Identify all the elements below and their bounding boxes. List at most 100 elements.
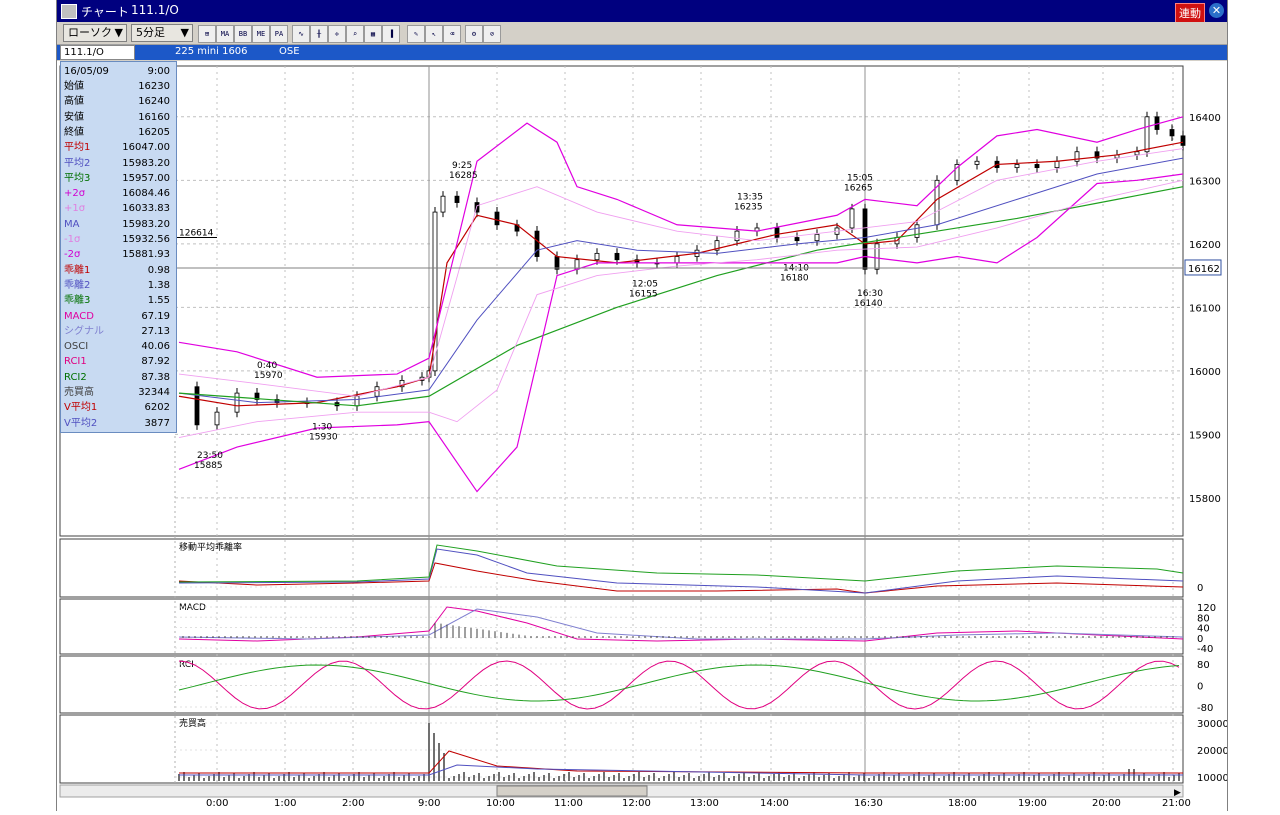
annotation-time: 13:35: [737, 193, 763, 203]
data-row-label: RCI2: [64, 371, 87, 383]
signal-line: [178, 608, 1184, 640]
cursor-icon[interactable]: ↖: [425, 25, 443, 43]
data-row: +1σ 16033.83: [64, 201, 172, 216]
me-button[interactable]: ME: [252, 25, 270, 43]
data-row-value: 16160: [138, 111, 170, 123]
price-chart[interactable]: 16400 16300 16200 16100 16000 15900 15800 0:00 1…: [57, 61, 1229, 811]
window-symbol-title: 111.1/O: [131, 3, 179, 17]
data-row: 平均3 15957.00: [64, 171, 172, 186]
pen-icon[interactable]: ✎: [407, 25, 425, 43]
deviation-line-1: [178, 562, 1184, 594]
data-row-value: 16205: [138, 126, 170, 138]
data-row-value: 67.19: [141, 310, 170, 322]
candle: [534, 230, 540, 257]
data-time: 9:00: [147, 66, 170, 77]
data-row-label: 平均3: [64, 172, 91, 184]
subpanel-tick-label: -80: [1197, 703, 1213, 714]
candle: [354, 395, 360, 407]
interval-value: 5分足: [136, 26, 165, 39]
annotation-time: 1:30: [312, 422, 332, 432]
ma3-line: [178, 186, 1184, 407]
volume-ma1: [179, 750, 1183, 774]
data-row-value: 87.38: [141, 371, 170, 383]
pa-button[interactable]: PA: [270, 25, 288, 43]
data-row-label: RCI1: [64, 356, 87, 368]
chart-type-select[interactable]: ローソク ▼: [63, 24, 127, 42]
data-row-value: 15983.20: [122, 218, 170, 230]
annotation-time: 12:05: [632, 279, 658, 289]
volume-ma2: [179, 764, 1183, 776]
hierarchy-icon[interactable]: ⊞: [198, 25, 216, 43]
grid-icon[interactable]: ▦: [364, 25, 382, 43]
subpanel-tick-label: 0: [1197, 634, 1203, 645]
x-tick-label: 2:00: [342, 798, 364, 809]
ma-button[interactable]: MA: [216, 25, 234, 43]
ma2-line: [178, 157, 1184, 404]
annotation-price: 15930: [309, 432, 338, 442]
data-row-label: シグナル: [64, 325, 104, 337]
instrument-name: 225 mini 1606: [175, 46, 248, 57]
bars-icon[interactable]: ▐: [382, 25, 400, 43]
data-row-label: 平均1: [64, 142, 91, 154]
data-row-value: 1.55: [147, 295, 170, 307]
data-row-label: 高値: [64, 96, 84, 108]
candle: [954, 164, 960, 181]
data-row: シグナル 27.13: [64, 324, 172, 339]
candle: [440, 195, 446, 213]
data-row: -1σ 15932.56: [64, 232, 172, 247]
data-row-label: OSCI: [64, 341, 89, 353]
cross-icon[interactable]: ✛: [328, 25, 346, 43]
data-row-label: 終値: [64, 126, 84, 138]
candle: [1144, 116, 1150, 153]
data-row-label: 安値: [64, 111, 84, 123]
data-row: 始値 16230: [64, 79, 172, 94]
chart-area[interactable]: 16400 16300 16200 16100 16000 15900 15800 0:00 1…: [57, 61, 1229, 811]
annotation-time: 14:10: [783, 264, 809, 274]
subpanel-tick-label: 30000: [1197, 719, 1227, 730]
subpanel-title: 移動平均乖離率: [179, 541, 242, 553]
exchange-name: OSE: [279, 46, 300, 57]
sync-button[interactable]: 連動: [1175, 3, 1205, 23]
candle: [554, 256, 560, 270]
rci1-line: [178, 660, 1180, 710]
candle: [714, 240, 720, 251]
settings-icon[interactable]: ⚙: [465, 25, 483, 43]
subpanel-title: RCI: [179, 660, 194, 670]
y-tick-label: 16400: [1189, 113, 1221, 124]
x-tick-label: 10:00: [486, 798, 515, 809]
data-row: 乖離1 0.98: [64, 263, 172, 278]
no-draw-icon[interactable]: ⊘: [483, 25, 501, 43]
candle: [1134, 151, 1140, 156]
data-row-label: -1σ: [64, 234, 81, 245]
data-row: RCI2 87.38: [64, 370, 172, 385]
data-row-value: 16047.00: [122, 142, 170, 154]
zoom-icon[interactable]: ⌕: [346, 25, 364, 43]
candle: [874, 243, 880, 270]
data-row-label: MA: [64, 218, 80, 230]
candle: [849, 208, 855, 229]
close-icon[interactable]: ✕: [1209, 3, 1224, 18]
interval-select[interactable]: 5分足 ▼: [131, 24, 193, 42]
line-chart-icon[interactable]: ∿: [292, 25, 310, 43]
candle: [1169, 129, 1175, 137]
data-row-label: -2σ: [64, 249, 81, 261]
subpanel-tick-label: 80: [1197, 660, 1210, 671]
annotation-price: 16235: [734, 203, 763, 213]
chevron-down-icon: ▼: [114, 26, 123, 39]
y-tick-label: 16200: [1189, 240, 1221, 251]
candle: [274, 399, 280, 404]
symbol-input[interactable]: 111.1/O: [60, 45, 135, 60]
bb-button[interactable]: BB: [234, 25, 252, 43]
candle: [1094, 151, 1100, 159]
candle-chart-icon[interactable]: ╫: [310, 25, 328, 43]
x-tick-label: 18:00: [948, 798, 977, 809]
subpanel-tick-label: 0: [1197, 682, 1203, 693]
data-row-value: 6202: [144, 402, 170, 414]
x-tick-label: 12:00: [622, 798, 651, 809]
candle: [814, 233, 820, 242]
candle: [794, 237, 800, 242]
eraser-icon[interactable]: ⌫: [443, 25, 461, 43]
candle: [214, 411, 220, 426]
ma1-line: [178, 141, 1184, 407]
annotation-price: 16265: [844, 184, 873, 194]
